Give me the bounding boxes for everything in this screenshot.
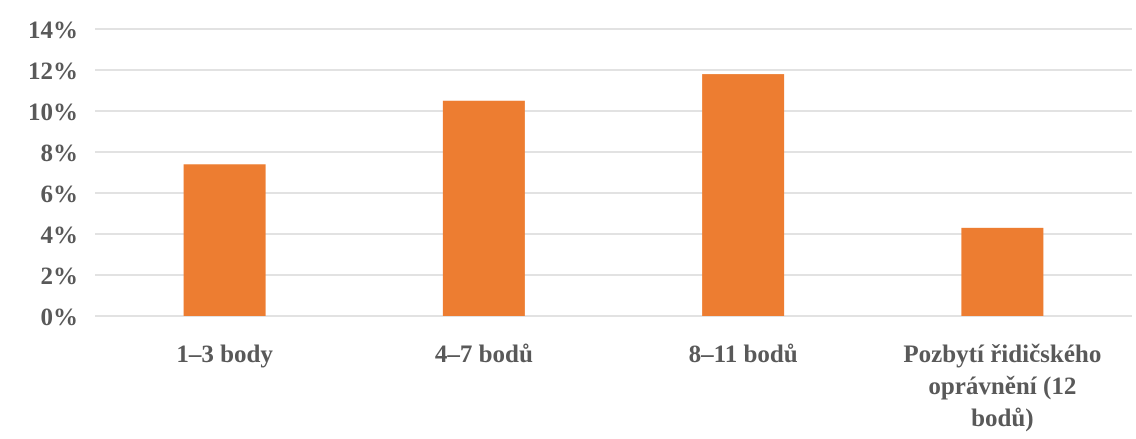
y-tick-label: 8% [41,140,79,167]
y-tick-label: 10% [28,99,78,126]
bar [702,74,784,316]
bar [443,101,525,316]
y-tick-label: 12% [28,58,78,85]
x-tick-label-line: Pozbytí řidičského [903,341,1101,368]
x-tick-label-line: oprávnění (12 [928,373,1076,400]
x-tick-label-line: 4–7 bodů [435,341,533,368]
x-tick-label-line: bodů) [971,405,1034,432]
x-tick-label: Pozbytí řidičského oprávnění (12 bodů) [903,341,1101,432]
x-tick-label: 8–11 bodů [689,341,798,368]
y-tick-label: 0% [41,304,79,331]
x-tick-label: 1–3 body [176,341,273,368]
x-tick-label-line: 8–11 bodů [689,341,798,368]
bar [184,164,266,316]
y-tick-label: 4% [41,222,79,249]
x-tick-label-line: 1–3 body [176,341,273,368]
y-tick-label: 2% [41,263,79,290]
x-axis-labels: 1–3 body 4–7 bodů 8–11 bodů Pozbytí řidičsk… [176,341,1101,432]
y-tick-label: 14% [28,17,78,44]
bar [961,228,1043,316]
y-tick-label: 6% [41,181,79,208]
x-tick-label: 4–7 bodů [435,341,533,368]
y-axis-ticks: 0% 2% 4% 6% 8% 10% 12% 14% [28,17,78,331]
